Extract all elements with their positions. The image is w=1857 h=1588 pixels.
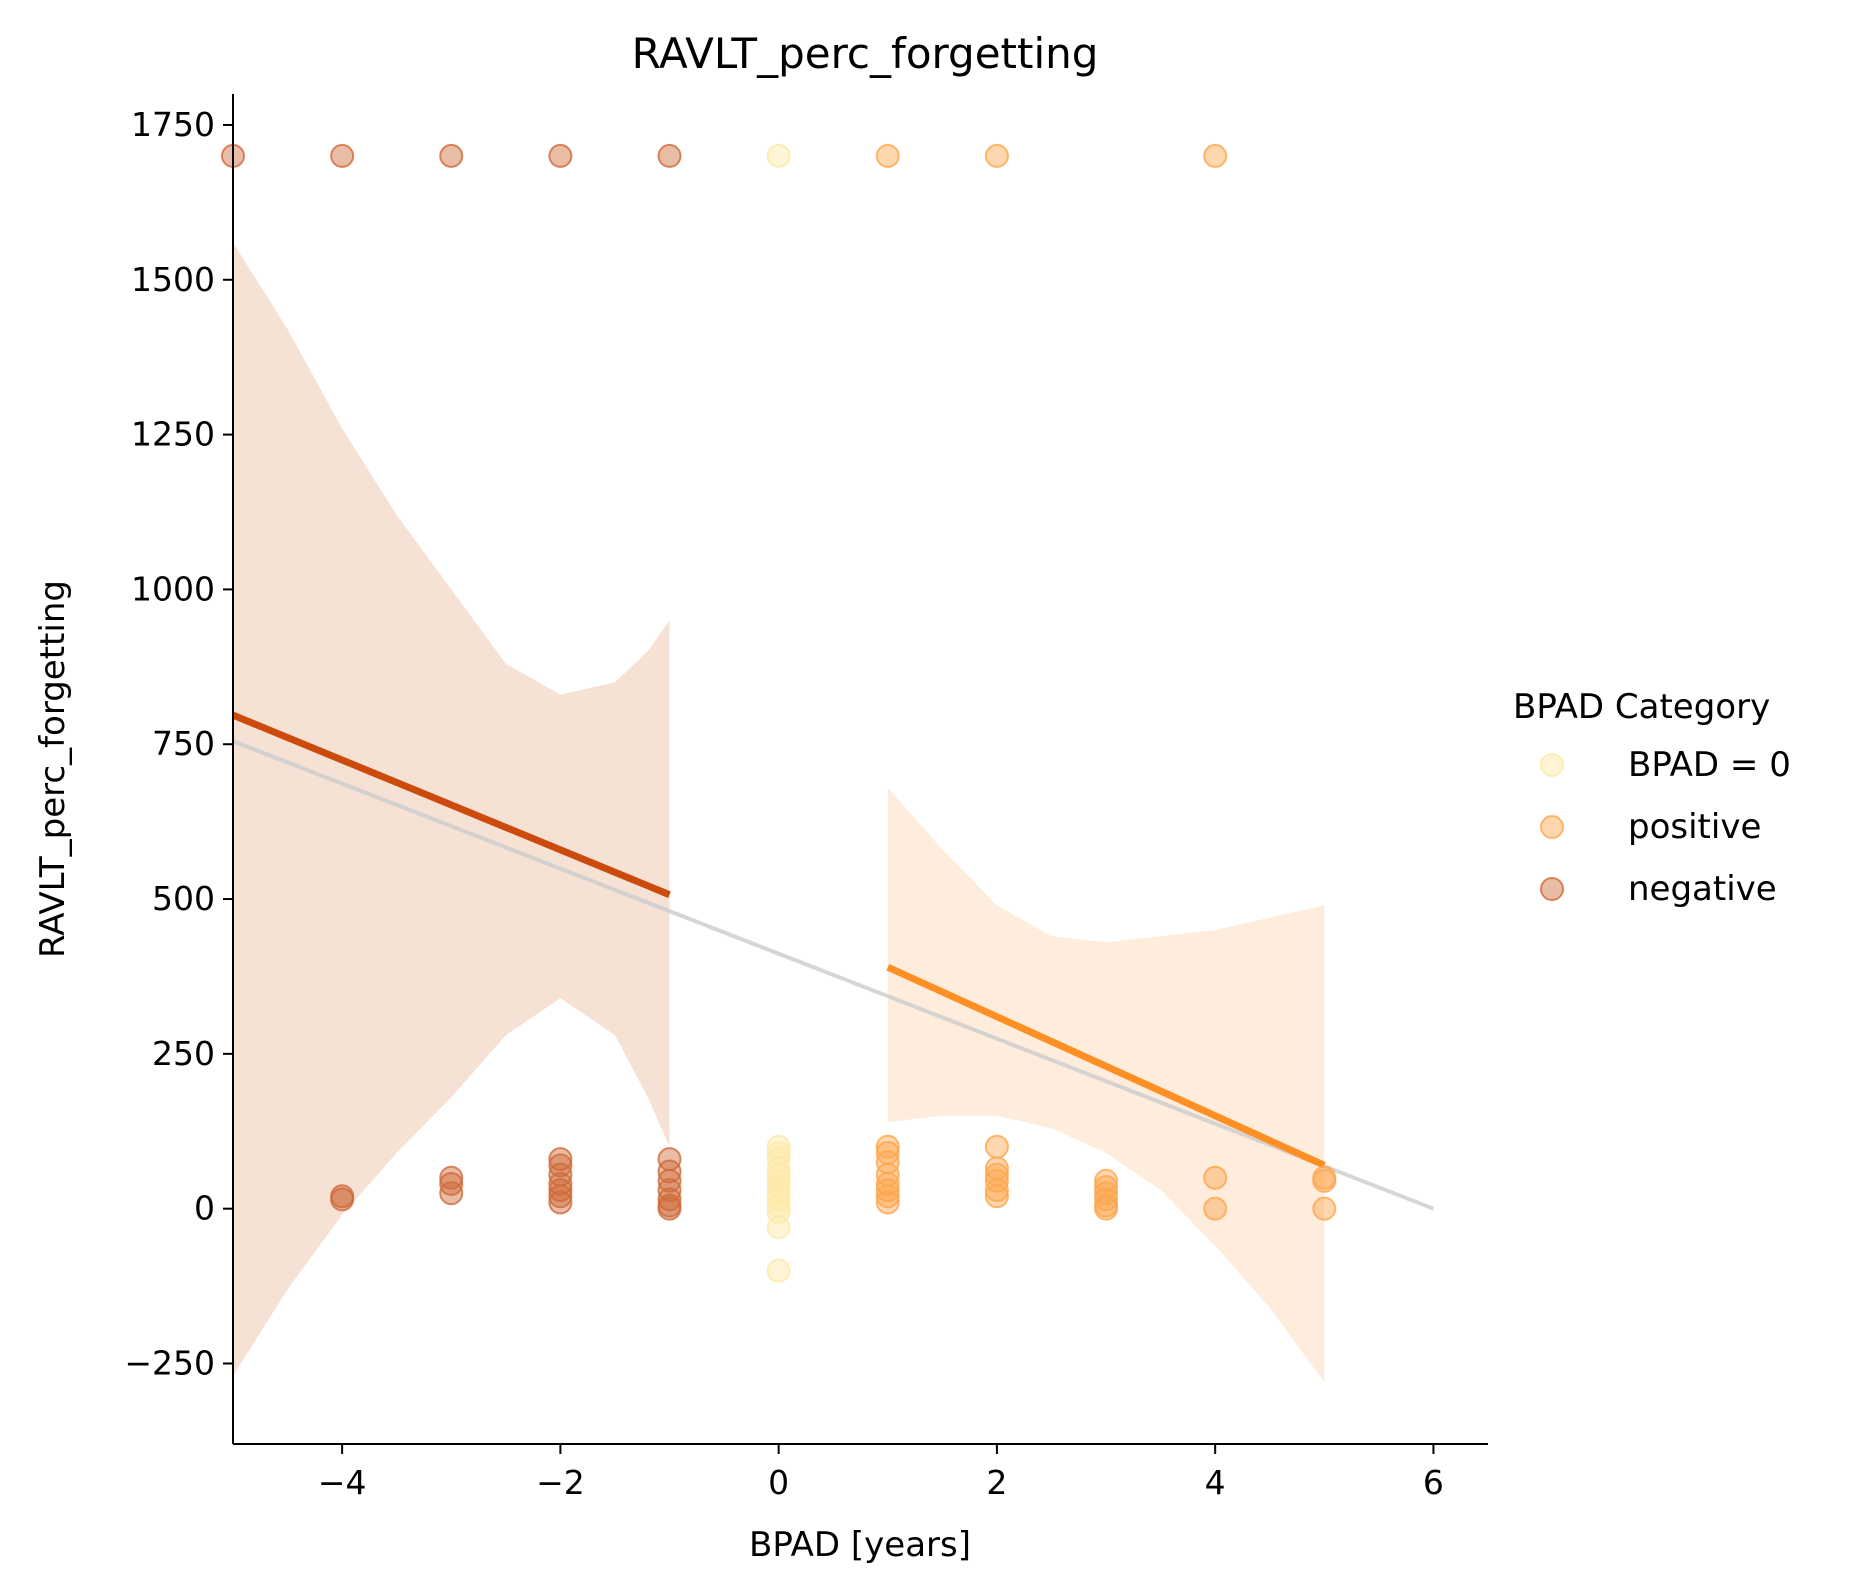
point-series-0 <box>766 143 791 168</box>
regression-line-negative <box>231 711 671 898</box>
point-series-2 <box>548 1178 573 1203</box>
regression-line-positive <box>886 963 1326 1169</box>
y-ticks: −250 0 250 500 750 1000 1250 1500 1750 <box>124 105 233 1382</box>
data-points <box>221 143 1337 1283</box>
point-series-0 <box>766 1175 791 1200</box>
point-series-1 <box>984 1178 1009 1203</box>
point-series-1 <box>1094 1196 1119 1221</box>
y-tick-label: 0 <box>194 1189 215 1228</box>
legend: BPAD Category BPAD = 0 positive negative <box>1513 687 1791 909</box>
point-series-1 <box>875 1178 900 1203</box>
y-tick-label: 1500 <box>131 260 215 299</box>
y-tick-label: 750 <box>152 724 215 763</box>
point-series-2 <box>330 143 355 168</box>
point-series-1 <box>1203 1196 1228 1221</box>
point-series-2 <box>439 1181 464 1206</box>
point-series-0 <box>766 1187 791 1212</box>
y-tick-label: 250 <box>152 1034 215 1073</box>
point-series-2 <box>657 1187 682 1212</box>
point-series-2 <box>657 1159 682 1184</box>
point-series-1 <box>1094 1168 1119 1193</box>
x-ticks: −4 −2 0 2 4 6 <box>318 1444 1444 1502</box>
confidence-bands <box>233 242 1325 1383</box>
point-series-0 <box>766 1215 791 1240</box>
y-tick-label: 1000 <box>131 569 215 608</box>
x-tick-label: 0 <box>768 1463 789 1502</box>
point-series-2 <box>439 143 464 168</box>
point-series-0 <box>766 1168 791 1193</box>
point-series-0 <box>766 1156 791 1181</box>
point-series-1 <box>1094 1187 1119 1212</box>
point-series-1 <box>875 1184 900 1209</box>
confidence-band-negative <box>233 242 670 1376</box>
regression-line-overall <box>232 739 1435 1211</box>
point-series-1 <box>1312 1168 1337 1193</box>
point-series-0 <box>766 1181 791 1206</box>
point-series-2 <box>548 1153 573 1178</box>
point-series-2 <box>548 1171 573 1196</box>
legend-marker <box>1540 753 1564 777</box>
point-series-2 <box>657 1168 682 1193</box>
point-series-1 <box>1203 1165 1228 1190</box>
point-series-1 <box>984 143 1009 168</box>
x-tick-label: 6 <box>1423 1463 1444 1502</box>
point-series-1 <box>875 1171 900 1196</box>
y-axis-label: RAVLT_perc_forgetting <box>33 580 73 958</box>
x-tick-label: 4 <box>1205 1463 1226 1502</box>
legend-entry-label: negative <box>1628 869 1777 909</box>
point-series-2 <box>548 143 573 168</box>
confidence-band-positive <box>887 787 1325 1383</box>
point-series-2 <box>330 1187 355 1212</box>
x-tick-label: −4 <box>318 1463 367 1502</box>
legend-entry-label: positive <box>1628 807 1761 847</box>
point-series-2 <box>657 143 682 168</box>
legend-title: BPAD Category <box>1513 687 1770 727</box>
point-series-2 <box>548 1190 573 1215</box>
x-axis-label: BPAD [years] <box>749 1525 971 1565</box>
point-series-2 <box>548 1184 573 1209</box>
point-series-2 <box>439 1171 464 1196</box>
point-series-1 <box>984 1134 1009 1159</box>
point-series-2 <box>657 1196 682 1221</box>
legend-marker <box>1540 877 1564 901</box>
point-series-0 <box>766 1258 791 1283</box>
x-tick-label: −2 <box>536 1463 585 1502</box>
y-tick-label: 500 <box>152 879 215 918</box>
legend-entry-label: BPAD = 0 <box>1628 745 1791 785</box>
point-series-0 <box>766 1162 791 1187</box>
chart-title: RAVLT_perc_forgetting <box>632 29 1099 78</box>
point-series-1 <box>984 1184 1009 1209</box>
point-series-1 <box>875 1190 900 1215</box>
point-series-1 <box>1312 1196 1337 1221</box>
y-tick-label: −250 <box>124 1343 215 1382</box>
y-tick-label: 1250 <box>131 415 215 454</box>
point-series-1 <box>875 143 900 168</box>
regression-lines <box>231 711 1435 1211</box>
legend-marker <box>1540 815 1564 839</box>
point-series-1 <box>1203 143 1228 168</box>
x-tick-label: 2 <box>986 1463 1007 1502</box>
y-tick-label: 1750 <box>131 105 215 144</box>
